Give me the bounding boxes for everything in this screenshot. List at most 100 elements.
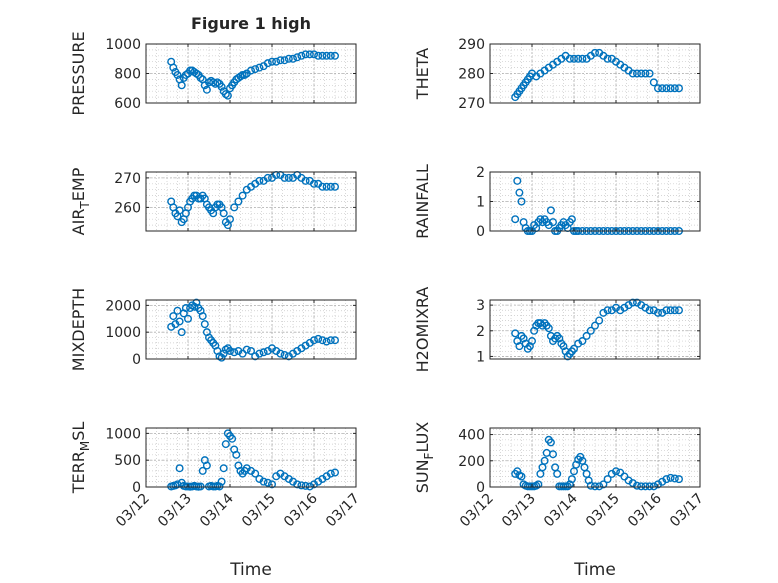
data-point xyxy=(217,82,226,91)
data-point xyxy=(511,215,520,224)
data-point xyxy=(322,51,331,60)
figure-title: Figure 1 high xyxy=(191,14,311,33)
data-point xyxy=(599,480,608,489)
data-point xyxy=(513,467,522,476)
data-point xyxy=(654,308,663,317)
data-point xyxy=(570,54,579,63)
data-point xyxy=(326,182,335,191)
data-point xyxy=(230,348,239,357)
series-markers xyxy=(511,435,684,491)
data-point xyxy=(284,54,293,63)
x-tick-label: 03/13 xyxy=(499,491,539,531)
data-point xyxy=(675,306,684,315)
data-point xyxy=(326,469,335,478)
data-point xyxy=(595,316,604,325)
data-point xyxy=(603,475,612,484)
panel-rainfall: 0 1 2 RAINFALL xyxy=(413,164,701,240)
panel-terr-msl: 0 500 1000 03/12 03/13 03/14 03/15 03/16 03/17 TE… xyxy=(69,422,363,531)
data-point xyxy=(322,182,331,191)
data-point xyxy=(200,320,209,329)
data-point xyxy=(175,464,184,473)
data-point xyxy=(662,306,671,315)
data-point xyxy=(297,51,306,60)
data-point xyxy=(591,48,600,57)
data-point xyxy=(305,482,314,491)
data-point xyxy=(173,70,182,79)
data-point xyxy=(540,456,549,465)
data-point xyxy=(645,482,654,491)
data-point xyxy=(175,317,184,326)
data-point xyxy=(318,182,327,191)
data-point xyxy=(246,346,255,355)
y-axis-label: RAINFALL xyxy=(413,164,432,239)
data-point xyxy=(310,50,319,59)
data-point xyxy=(649,78,658,87)
data-point xyxy=(255,349,264,358)
data-point xyxy=(567,475,576,484)
y-axis-label: PRESSURE xyxy=(69,31,88,115)
data-point xyxy=(297,481,306,490)
data-point xyxy=(202,461,211,470)
y-tick-label: 200 xyxy=(458,454,485,470)
data-point xyxy=(546,438,555,447)
data-point xyxy=(293,480,302,489)
data-point xyxy=(534,480,543,489)
data-point xyxy=(255,63,264,72)
data-point xyxy=(595,482,604,491)
data-point xyxy=(202,85,211,94)
data-point xyxy=(567,215,576,224)
data-point xyxy=(284,173,293,182)
axes-box xyxy=(145,299,357,360)
data-point xyxy=(654,84,663,93)
y-tick-label: 270 xyxy=(458,96,485,112)
y-tick-label: 0 xyxy=(132,480,141,496)
x-tick-label: 03/14 xyxy=(541,490,581,530)
y-tick-label: 0 xyxy=(476,224,485,240)
data-point xyxy=(219,209,228,218)
data-point xyxy=(173,306,182,315)
data-point xyxy=(515,188,524,197)
data-point xyxy=(570,344,579,353)
data-point xyxy=(183,314,192,323)
data-point xyxy=(177,328,186,337)
data-point xyxy=(576,452,585,461)
data-point xyxy=(230,203,239,212)
data-point xyxy=(238,349,247,358)
data-point xyxy=(268,480,277,489)
data-point xyxy=(331,336,340,345)
data-point xyxy=(196,482,205,491)
axes-box xyxy=(489,427,701,488)
series-markers xyxy=(511,48,684,102)
data-point xyxy=(628,69,637,78)
data-point xyxy=(318,336,327,345)
data-point xyxy=(276,349,285,358)
y-axis-label: MIXDEPTH xyxy=(69,288,88,371)
data-point xyxy=(232,450,241,459)
data-point xyxy=(217,477,226,486)
data-point xyxy=(314,51,323,60)
y-axis-label: H2OMIXRA xyxy=(413,287,432,373)
y-tick-label: 2 xyxy=(476,324,485,340)
data-point xyxy=(238,191,247,200)
data-point xyxy=(169,63,178,72)
data-point xyxy=(603,306,612,315)
data-point xyxy=(612,467,621,476)
data-point xyxy=(546,206,555,215)
y-tick-label: 2 xyxy=(476,165,485,181)
data-point xyxy=(662,84,671,93)
y-axis-label: SUNFLUX xyxy=(413,422,436,494)
y-tick-label: 290 xyxy=(458,37,485,53)
data-point xyxy=(637,482,646,491)
data-point xyxy=(259,348,268,357)
data-point xyxy=(263,478,272,487)
panel-h2omixra: 1 2 3 H2OMIXRA xyxy=(413,287,701,373)
y-tick-label: 270 xyxy=(114,171,141,187)
data-point xyxy=(255,176,264,185)
y-tick-label: 0 xyxy=(476,480,485,496)
data-point xyxy=(586,481,595,490)
x-tick-label: 03/17 xyxy=(323,491,363,531)
data-point xyxy=(517,472,526,481)
data-point xyxy=(177,81,186,90)
